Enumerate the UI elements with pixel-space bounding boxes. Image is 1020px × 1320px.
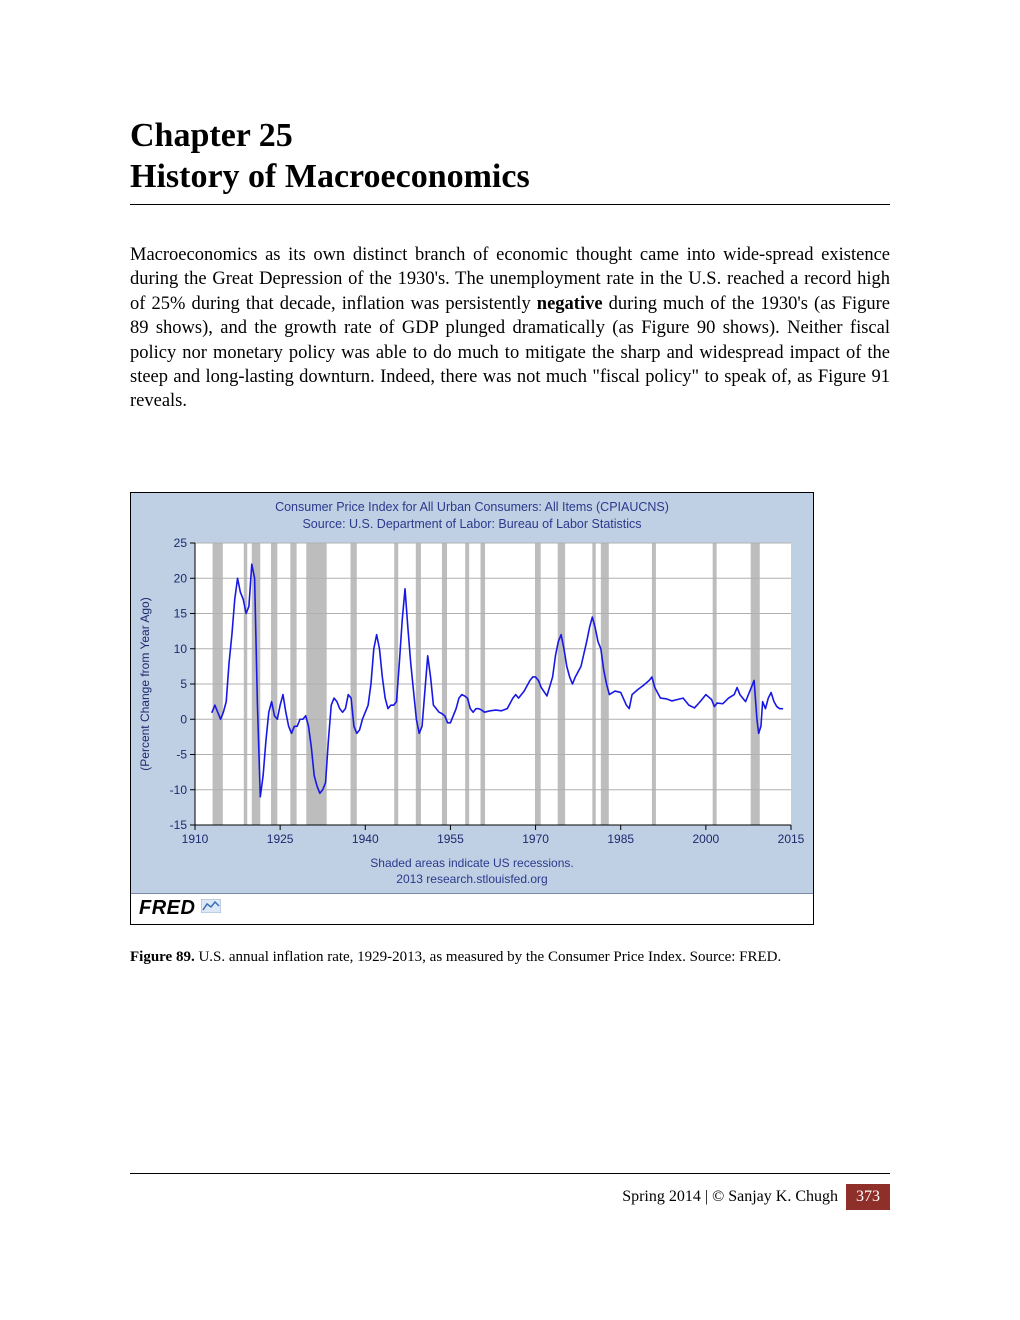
page-number: 373: [846, 1184, 890, 1210]
fred-chart-box: Consumer Price Index for All Urban Consu…: [130, 492, 814, 925]
fred-footer-line2: 2013 research.stlouisfed.org: [396, 872, 547, 886]
fred-footer-line1: Shaded areas indicate US recessions.: [370, 856, 573, 870]
svg-text:1955: 1955: [437, 832, 464, 846]
chapter-line2: History of Macroeconomics: [130, 158, 530, 195]
chapter-line1: Chapter 25: [130, 117, 293, 154]
fred-title-line1: Consumer Price Index for All Urban Consu…: [275, 500, 669, 514]
footer-line: Spring 2014 | © Sanjay K. Chugh 373: [130, 1184, 890, 1210]
page-footer: Spring 2014 | © Sanjay K. Chugh 373: [130, 1173, 890, 1210]
fred-logo-row: FRED: [131, 893, 813, 924]
svg-text:2000: 2000: [693, 832, 720, 846]
svg-text:1910: 1910: [182, 832, 209, 846]
figure-caption-lead: Figure 89.: [130, 949, 195, 965]
figure-caption: Figure 89. U.S. annual inflation rate, 1…: [130, 947, 890, 967]
svg-text:(Percent Change from Year Ago): (Percent Change from Year Ago): [138, 597, 152, 770]
svg-text:15: 15: [174, 606, 188, 620]
heading-rule: [130, 204, 890, 205]
para-bold: negative: [537, 294, 603, 314]
fred-logo-icon: [201, 899, 221, 918]
svg-text:25: 25: [174, 536, 188, 550]
footer-rule: [130, 1173, 890, 1174]
fred-plot-svg: -15 -10 -5 0 5 10 15 20 25 1910 1925 1940 1955 1970 19…: [133, 535, 811, 851]
svg-text:1940: 1940: [352, 832, 379, 846]
svg-text:-5: -5: [176, 747, 187, 761]
svg-text:5: 5: [180, 677, 187, 691]
svg-text:2015: 2015: [778, 832, 805, 846]
figure-89: Consumer Price Index for All Urban Consu…: [130, 492, 890, 967]
fred-footer-text: Shaded areas indicate US recessions. 201…: [131, 851, 813, 893]
footer-text: Spring 2014 | © Sanjay K. Chugh: [622, 1184, 846, 1210]
figure-caption-rest: U.S. annual inflation rate, 1929-2013, a…: [195, 949, 782, 965]
svg-text:20: 20: [174, 571, 188, 585]
svg-text:1970: 1970: [522, 832, 549, 846]
page: Chapter 25 History of Macroeconomics Mac…: [0, 0, 1020, 1320]
svg-text:1985: 1985: [607, 832, 634, 846]
svg-text:0: 0: [180, 712, 187, 726]
svg-text:10: 10: [174, 641, 188, 655]
fred-logo: FRED: [139, 897, 195, 920]
svg-text:-15: -15: [170, 818, 188, 832]
fred-title-line2: Source: U.S. Department of Labor: Bureau…: [302, 517, 641, 531]
svg-text:-10: -10: [170, 782, 188, 796]
svg-text:1925: 1925: [267, 832, 294, 846]
intro-paragraph: Macroeconomics as its own distinct branc…: [130, 243, 890, 414]
fred-chart-title: Consumer Price Index for All Urban Consu…: [131, 493, 813, 535]
chapter-heading: Chapter 25 History of Macroeconomics: [130, 115, 890, 198]
